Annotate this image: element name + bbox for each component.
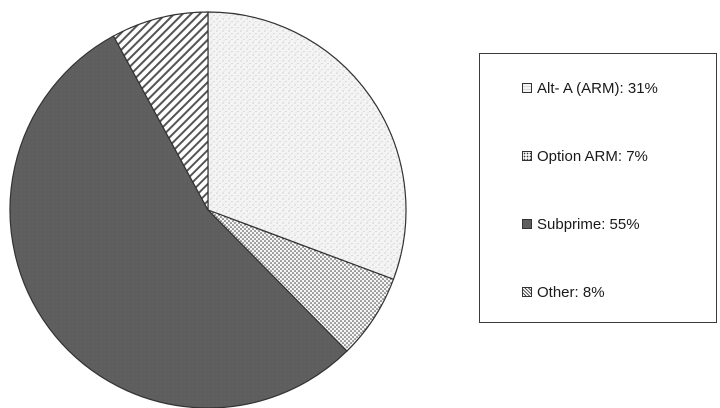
slice-other: [112, 11, 209, 211]
legend-value: 31%: [627, 79, 658, 97]
legend: Alt- A (ARM)31% Option ARM7% Subprime55% Ot…: [479, 53, 717, 323]
legend-label: Other: [537, 284, 583, 301]
legend-item-other: Other8%: [522, 282, 605, 302]
legend-swatch-option-arm: [522, 151, 532, 161]
legend-value: 55%: [609, 215, 640, 233]
legend-label: Subprime: [537, 216, 610, 233]
legend-swatch-subprime: [522, 219, 532, 229]
legend-label: Alt- A (ARM): [537, 80, 628, 97]
legend-swatch-other: [522, 287, 532, 297]
legend-swatch-alt-a-arm: [522, 83, 532, 93]
legend-item-option-arm: Option ARM7%: [522, 146, 648, 166]
legend-item-alt-a-arm: Alt- A (ARM)31%: [522, 78, 658, 98]
legend-value: 8%: [582, 283, 605, 301]
legend-item-subprime: Subprime55%: [522, 214, 640, 234]
legend-value: 7%: [626, 147, 648, 165]
legend-label: Option ARM: [537, 148, 626, 165]
slice-subprime: [9, 35, 348, 408]
slice-alt-a-arm: [207, 11, 407, 281]
